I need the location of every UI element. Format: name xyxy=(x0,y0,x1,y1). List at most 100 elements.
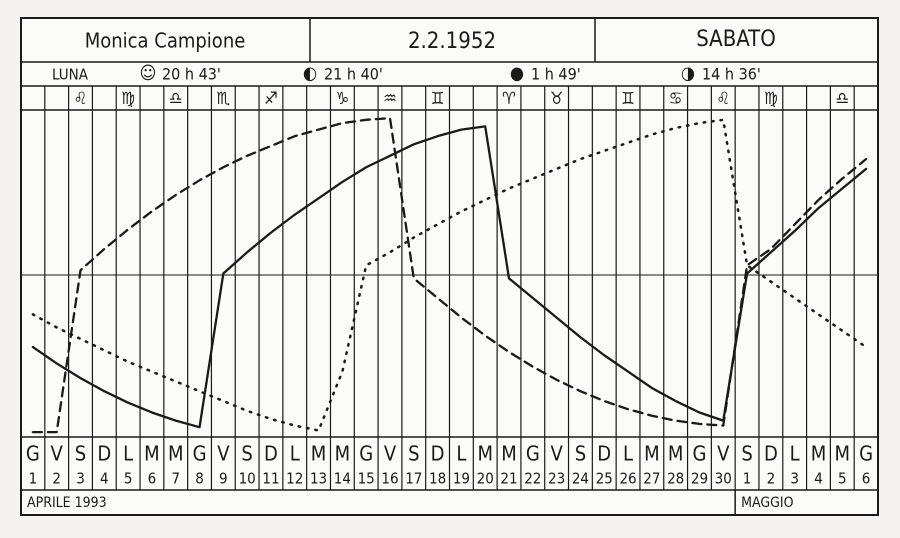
zodiac-sign: ♊ xyxy=(621,89,635,109)
weekday-label: S xyxy=(575,442,586,466)
weekday-label: L xyxy=(123,442,133,466)
x-tick-label: 10 xyxy=(239,470,256,488)
moon-symbol: ☺ xyxy=(140,63,157,84)
weekday-label: M xyxy=(644,442,660,466)
moon-label: LUNA xyxy=(52,66,89,84)
weekday-label: D xyxy=(97,442,111,466)
x-tick-label: 28 xyxy=(667,470,684,488)
x-tick-label: 6 xyxy=(862,470,871,488)
zodiac-sign: ♋ xyxy=(669,89,683,109)
weekday-label: M xyxy=(477,442,493,466)
x-tick-label: 1 xyxy=(29,470,38,488)
weekday-label: S xyxy=(75,442,86,466)
zodiac-sign: ♒ xyxy=(383,89,397,109)
x-tick-label: 13 xyxy=(310,470,327,488)
zodiac-sign: ♊ xyxy=(431,89,445,109)
weekday-label: D xyxy=(431,442,445,466)
x-tick-label: 15 xyxy=(358,470,375,488)
weekday-label: L xyxy=(290,442,300,466)
x-tick-label: 29 xyxy=(691,470,708,488)
x-tick-label: 2 xyxy=(52,470,61,488)
birthdate: 2.2.1952 xyxy=(408,29,496,54)
x-tick-label: 8 xyxy=(195,470,204,488)
weekday-label: S xyxy=(241,442,252,466)
x-tick-label: 2 xyxy=(767,470,776,488)
weekday-label: L xyxy=(456,442,466,466)
x-tick-label: 22 xyxy=(524,470,541,488)
x-tick-label: 17 xyxy=(405,470,422,488)
x-tick-label: 3 xyxy=(790,470,799,488)
weekday-label: D xyxy=(597,442,611,466)
x-tick-label: 18 xyxy=(429,470,446,488)
zodiac-sign: ♏ xyxy=(216,89,230,109)
weekday-label: G xyxy=(193,442,207,466)
zodiac-sign: ♎ xyxy=(835,89,849,109)
x-tick-label: 23 xyxy=(548,470,565,488)
weekday-label: M xyxy=(335,442,351,466)
weekday-label: G xyxy=(859,442,873,466)
x-tick-label: 3 xyxy=(76,470,85,488)
weekday-label: S xyxy=(741,442,752,466)
weekday-label: L xyxy=(790,442,800,466)
zodiac-sign: ♉ xyxy=(550,89,564,109)
weekday-label: V xyxy=(217,442,230,466)
weekday-label: M xyxy=(168,442,184,466)
weekday-label: L xyxy=(623,442,633,466)
weekday-label: M xyxy=(811,442,827,466)
weekday-label: G xyxy=(526,442,540,466)
weekday: SABATO xyxy=(696,27,776,52)
weekday-label: D xyxy=(764,442,778,466)
x-tick-label: 16 xyxy=(381,470,398,488)
moon-symbol: ● xyxy=(510,63,524,84)
moon-time: 1 h 49' xyxy=(531,65,581,84)
weekday-label: V xyxy=(51,442,64,466)
x-tick-label: 4 xyxy=(814,470,823,488)
weekday-label: G xyxy=(26,442,40,466)
weekday-label: M xyxy=(501,442,517,466)
weekday-label: V xyxy=(717,442,730,466)
weekday-label: G xyxy=(359,442,373,466)
series-line xyxy=(31,117,868,434)
moon-symbol: ◐ xyxy=(303,63,317,84)
x-tick-label: 20 xyxy=(477,470,494,488)
zodiac-sign: ♌ xyxy=(74,89,88,109)
x-tick-label: 1 xyxy=(743,470,752,488)
x-tick-label: 5 xyxy=(838,470,847,488)
x-tick-label: 25 xyxy=(596,470,613,488)
moon-time: 20 h 43' xyxy=(162,65,221,84)
weekday-label: V xyxy=(550,442,563,466)
zodiac-sign: ♈ xyxy=(502,89,516,109)
weekday-label: V xyxy=(384,442,397,466)
zodiac-sign: ♎ xyxy=(169,89,183,109)
x-tick-label: 19 xyxy=(453,470,470,488)
weekday-label: M xyxy=(144,442,160,466)
x-tick-label: 11 xyxy=(262,470,279,488)
zodiac-sign: ♍ xyxy=(764,89,778,109)
zodiac-sign: ♌ xyxy=(716,89,730,109)
month-label: APRILE 1993 xyxy=(27,495,107,511)
moon-time: 21 h 40' xyxy=(324,65,383,84)
zodiac-sign: ♍ xyxy=(121,89,135,109)
x-tick-label: 7 xyxy=(171,470,180,488)
x-tick-label: 4 xyxy=(100,470,109,488)
x-tick-label: 6 xyxy=(148,470,157,488)
x-tick-label: 26 xyxy=(619,470,636,488)
month-label: MAGGIO xyxy=(741,495,793,511)
weekday-label: S xyxy=(408,442,419,466)
x-tick-label: 12 xyxy=(286,470,303,488)
zodiac-sign: ♐ xyxy=(264,89,278,109)
moon-symbol: ◑ xyxy=(681,63,695,84)
zodiac-sign: ♑ xyxy=(336,89,350,109)
weekday-label: D xyxy=(264,442,278,466)
x-tick-label: 27 xyxy=(643,470,660,488)
x-tick-label: 21 xyxy=(500,470,517,488)
x-tick-label: 14 xyxy=(334,470,351,488)
name: Monica Campione xyxy=(85,29,246,53)
weekday-label: M xyxy=(668,442,684,466)
weekday-label: G xyxy=(692,442,706,466)
weekday-label: M xyxy=(835,442,851,466)
weekday-label: M xyxy=(311,442,327,466)
x-tick-label: 9 xyxy=(219,470,228,488)
